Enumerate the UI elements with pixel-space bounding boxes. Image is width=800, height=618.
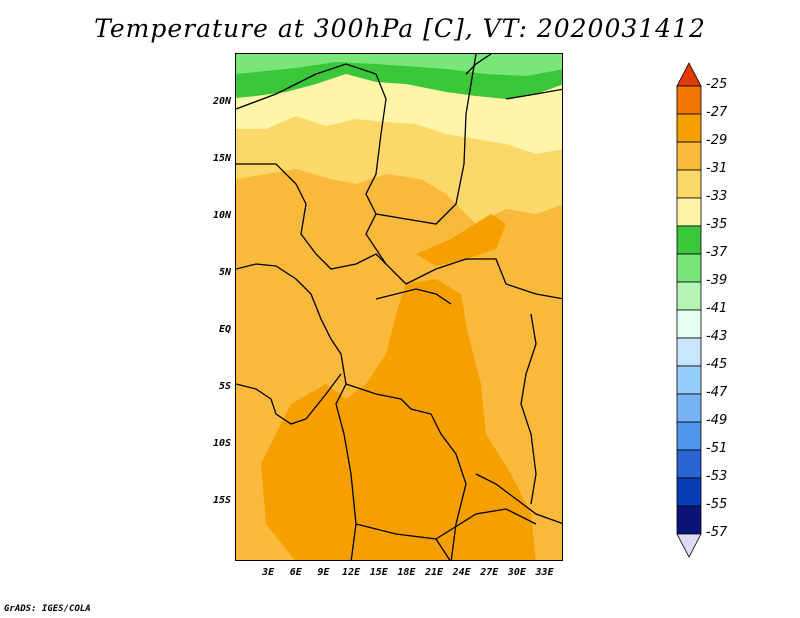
field-core-27-b <box>416 214 506 266</box>
footer-credit: GrADS: IGES/COLA <box>4 604 91 614</box>
field-band-37 <box>236 54 562 76</box>
colorbar-box <box>676 505 702 535</box>
y-tick-label: 10S <box>212 437 231 449</box>
x-tick-label: 9E <box>317 567 330 578</box>
colorbar-box <box>676 169 702 199</box>
colorbar-level-label: -45 <box>706 357 728 372</box>
colorbar-box <box>676 225 702 255</box>
colorbar-level-label: -39 <box>706 273 728 288</box>
colorbar-level-label: -49 <box>706 413 728 428</box>
x-tick-label: 21E <box>424 567 444 578</box>
x-tick-label: 33E <box>535 567 554 578</box>
y-tick-label: 20N <box>212 96 231 108</box>
colorbar-level-label: -47 <box>706 385 728 400</box>
colorbar-box <box>676 141 702 171</box>
colorbar-box <box>676 85 702 115</box>
colorbar-level-label: -35 <box>706 217 728 232</box>
colorbar-level-label: -43 <box>706 329 728 344</box>
x-tick-label: 18E <box>397 567 416 578</box>
colorbar-box <box>676 393 702 423</box>
colorbar <box>676 62 702 558</box>
colorbar-box <box>676 365 702 395</box>
colorbar-box <box>676 113 702 143</box>
colorbar-level-label: -57 <box>706 525 728 540</box>
colorbar-level-label: -41 <box>706 301 728 316</box>
colorbar-box <box>676 477 702 507</box>
map-title: Temperature at 300hPa [C], VT: 202003141… <box>94 14 706 43</box>
field-core-27-a <box>261 279 536 560</box>
colorbar-level-label: -37 <box>706 245 728 260</box>
colorbar-level-label: -53 <box>706 469 728 484</box>
y-tick-label: 5S <box>218 380 231 392</box>
y-tick-label: 10N <box>212 210 231 222</box>
colorbar-level-label: -33 <box>706 189 728 204</box>
x-tick-label: 6E <box>289 567 302 578</box>
colorbar-bottom-arrow <box>676 533 702 558</box>
colorbar-level-label: -29 <box>706 133 728 148</box>
temperature-map <box>236 54 562 560</box>
colorbar-level-label: -27 <box>706 105 728 120</box>
colorbar-box <box>676 337 702 367</box>
colorbar-level-label: -55 <box>706 497 728 512</box>
colorbar-box <box>676 309 702 339</box>
x-tick-label: 30E <box>507 567 526 578</box>
colorbar-level-label: -51 <box>706 441 728 456</box>
boundaries <box>236 54 562 560</box>
y-tick-label: EQ <box>218 323 231 335</box>
colorbar-level-label: -25 <box>706 77 728 92</box>
colorbar-top-arrow <box>676 62 702 87</box>
y-tick-label: 15S <box>212 494 231 506</box>
x-tick-label: 12E <box>342 567 361 578</box>
colorbar-box <box>676 421 702 451</box>
y-tick-label: 5N <box>218 266 231 278</box>
colorbar-box <box>676 197 702 227</box>
field-core-31-east <box>504 294 562 513</box>
x-tick-label: 15E <box>369 567 388 578</box>
x-tick-label: 27E <box>480 567 499 578</box>
colorbar-box <box>676 253 702 283</box>
x-tick-label: 24E <box>452 567 471 578</box>
field-core-31-west <box>236 259 296 560</box>
x-tick-label: 3E <box>262 567 275 578</box>
colorbar-box <box>676 449 702 479</box>
map-panel <box>235 53 563 561</box>
colorbar-level-label: -31 <box>706 161 728 176</box>
colorbar-box <box>676 281 702 311</box>
y-tick-label: 15N <box>212 153 231 165</box>
